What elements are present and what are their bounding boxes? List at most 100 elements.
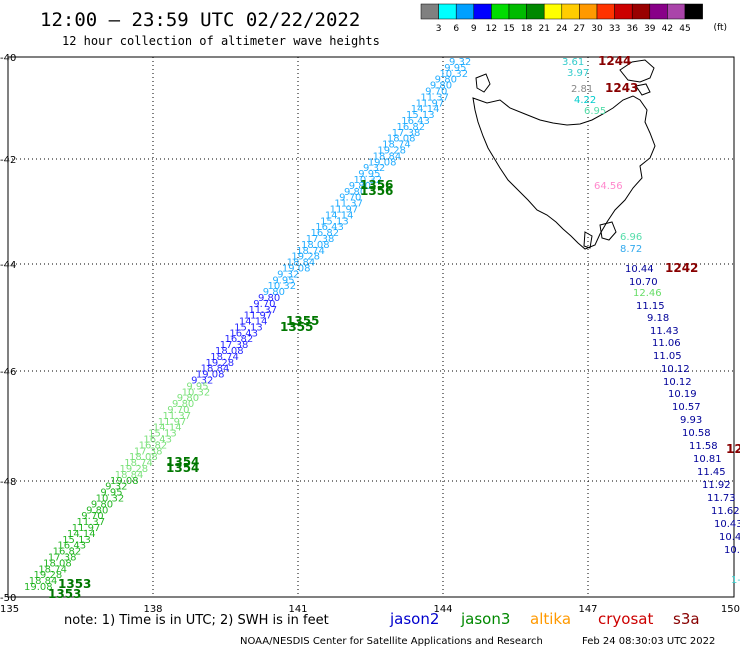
track-swh-label: 18.84 bbox=[373, 151, 402, 162]
track-swh-label: 9.93 bbox=[680, 415, 702, 426]
longitude-tick-label: 150 bbox=[721, 604, 740, 615]
colorbar-swatch bbox=[667, 3, 686, 20]
track-swh-label: 19.08 bbox=[110, 476, 139, 487]
track-swh-label: 11.45 bbox=[697, 467, 726, 478]
satellite-legend-altika: altika bbox=[530, 610, 571, 628]
colorbar-tick-label: 3 bbox=[436, 24, 442, 34]
track-swh-label: 16.43 bbox=[315, 222, 344, 233]
colorbar-tick-label: 27 bbox=[574, 24, 585, 34]
track-swh-label: 11.97 bbox=[244, 311, 273, 322]
track-time-label: 1355 bbox=[286, 314, 319, 328]
track-swh-label: 9.80 bbox=[91, 499, 113, 510]
colorbar-tick-label: 15 bbox=[503, 24, 514, 34]
colorbar-tick-label: 45 bbox=[679, 24, 690, 34]
track-swh-label: 18.74 bbox=[382, 140, 411, 151]
track-swh-label: 18.08 bbox=[129, 452, 158, 463]
track-swh-label: 11.05 bbox=[653, 351, 682, 362]
track-swh-label: 9.80 bbox=[86, 505, 108, 516]
track-swh-label: 11.92 bbox=[702, 480, 731, 491]
track-swh-label: 10.58 bbox=[682, 428, 711, 439]
track-time-label: 1243 bbox=[605, 81, 638, 95]
track-swh-label: 11.97 bbox=[72, 523, 101, 534]
track-swh-label: 9.70 bbox=[253, 299, 275, 310]
track-swh-label: 15.13 bbox=[148, 429, 177, 440]
track-swh-label: 11.58 bbox=[689, 441, 718, 452]
track-swh-label: 10.32 bbox=[182, 387, 211, 398]
tasman-peninsula bbox=[599, 221, 617, 241]
track-swh-label: 10.12 bbox=[661, 364, 690, 375]
track-swh-label: 10.32 bbox=[353, 175, 382, 186]
satellite-legend-jason2: jason2 bbox=[389, 610, 439, 628]
track-swh-label: 9.80 bbox=[177, 393, 199, 404]
map-title: 12:00 – 23:59 UTC 02/22/2022 bbox=[40, 9, 360, 31]
track-swh-label: 16.82 bbox=[225, 334, 254, 345]
track-swh-label: 16.43 bbox=[143, 435, 172, 446]
track-swh-label: 18.08 bbox=[301, 240, 330, 251]
track-swh-label: 9.32 bbox=[191, 376, 213, 387]
track-swh-label: 9.70 bbox=[167, 405, 189, 416]
track-swh-label: 9.95 bbox=[100, 488, 122, 499]
colorbar-tick-label: 42 bbox=[662, 24, 673, 34]
colorbar-swatch bbox=[649, 3, 668, 20]
track-swh-label: 10.44 bbox=[625, 264, 654, 275]
track-swh-label: 18.84 bbox=[201, 364, 230, 375]
track-swh-label: 18.08 bbox=[387, 134, 416, 145]
track-time-label: 1354 bbox=[166, 455, 199, 469]
track-swh-label: 11.37 bbox=[77, 517, 106, 528]
track-swh-label: 9.80 bbox=[349, 181, 371, 192]
track-swh-label: 6.96 bbox=[620, 232, 642, 243]
track-swh-label: 2.81 bbox=[571, 84, 593, 95]
colorbar-tick-label: 33 bbox=[609, 24, 620, 34]
track-swh-label: 11.37 bbox=[334, 199, 363, 210]
track-swh-label: 3.61 bbox=[562, 57, 584, 68]
king-island bbox=[475, 73, 491, 93]
track-swh-label: 18.08 bbox=[43, 558, 72, 569]
track-swh-label: 11.73 bbox=[707, 493, 736, 504]
map-subtitle: 12 hour collection of altimeter wave hei… bbox=[62, 34, 380, 48]
track-swh-label: 19.28 bbox=[377, 145, 406, 156]
colorbar-swatch bbox=[455, 3, 475, 20]
track-swh-label: 10.43 bbox=[714, 519, 740, 530]
track-swh-label: 11.97 bbox=[416, 98, 445, 109]
track-swh-label: 17.38 bbox=[48, 553, 77, 564]
wave-height-colorbar: 3 6 9 12 15 18 21 24 27 30 33 36 39 42 45 bbox=[420, 3, 703, 34]
footer-credit: NOAA/NESDIS Center for Satellite Applica… bbox=[240, 636, 543, 647]
track-swh-label: 16.43 bbox=[57, 541, 86, 552]
track-swh-label: 9.80 bbox=[258, 293, 280, 304]
track-swh-label: 9.32 bbox=[449, 57, 471, 68]
track-swh-label: 9.80 bbox=[435, 75, 457, 86]
track-swh-label: 17.38 bbox=[392, 128, 421, 139]
track-swh-label: 15.13 bbox=[234, 322, 263, 333]
track-swh-label: 18.84 bbox=[287, 258, 316, 269]
track-swh-label: 9.80 bbox=[430, 81, 452, 92]
track-time-label: 1353 bbox=[58, 577, 91, 591]
track-swh-label: 9.70 bbox=[81, 511, 103, 522]
track-swh-label: 10.70 bbox=[629, 277, 658, 288]
track-swh-label: 8.72 bbox=[620, 244, 642, 255]
track-swh-label: 6.95 bbox=[584, 106, 606, 117]
track-swh-label: 9.80 bbox=[344, 187, 366, 198]
track-swh-label: 19.28 bbox=[205, 358, 234, 369]
track-swh-label: 15.13 bbox=[406, 110, 435, 121]
track-swh-label: 3.97 bbox=[567, 68, 589, 79]
track-swh-label: 15.13 bbox=[320, 216, 349, 227]
colorbar-swatch bbox=[543, 3, 563, 20]
track-swh-label: 12.46 bbox=[633, 288, 662, 299]
colorbar-tick-label: 12 bbox=[486, 24, 497, 34]
longitude-tick-label: 135 bbox=[0, 604, 19, 615]
track-swh-label: 16.43 bbox=[401, 116, 430, 127]
colorbar-unit: (ft) bbox=[713, 23, 727, 33]
track-swh-label: 11.37 bbox=[420, 92, 449, 103]
footer-note: note: 1) Time is in UTC; 2) SWH is in fe… bbox=[64, 613, 329, 628]
cape-barren-island bbox=[635, 83, 651, 96]
pink-value-label: 64.56 bbox=[594, 181, 623, 192]
track-swh-label: 11.62 bbox=[711, 506, 740, 517]
flinders-island bbox=[619, 59, 655, 83]
colorbar-swatch bbox=[508, 3, 527, 20]
track-swh-label: 14.14 bbox=[67, 529, 96, 540]
track-time-label: 12 bbox=[726, 442, 740, 456]
track-swh-label: 17.38 bbox=[306, 234, 335, 245]
track-swh-label: 16.82 bbox=[396, 122, 425, 133]
track-time-label: 1244 bbox=[598, 54, 631, 68]
